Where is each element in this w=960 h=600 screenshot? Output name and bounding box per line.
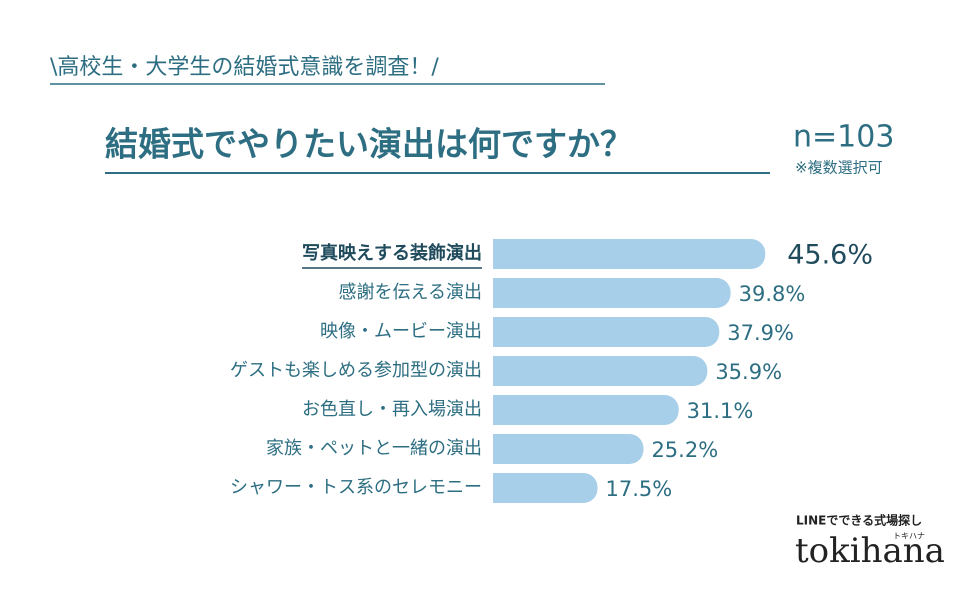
sample-size: n=103 [793,120,894,155]
bar [493,278,731,308]
value-label: 25.2% [651,438,718,462]
bar [493,356,708,386]
category-label: お色直し・再入場演出 [302,399,482,420]
value-label: 45.6% [787,240,873,271]
value-label: 39.8% [739,282,806,306]
category-label: 写真映えする装飾演出 [302,242,482,264]
category-label: 家族・ペットと一緒の演出 [266,438,482,459]
category-label: シャワー・トス系のセレモニー [230,477,482,498]
category-label: ゲストも楽しめる参加型の演出 [230,360,482,381]
brand-tagline: LINEでできる式場探し [796,513,922,528]
chart-title: 結婚式でやりたい演出は何ですか？ [105,125,633,164]
category-label: 映像・ムービー演出 [320,321,482,342]
value-label: 31.1% [687,399,754,423]
bar [493,395,679,425]
category-label: 感謝を伝える演出 [339,282,482,303]
bar [493,434,644,464]
bar [493,317,720,347]
bar [493,239,766,269]
value-label: 35.9% [715,360,782,384]
value-label: 17.5% [605,477,672,501]
value-label: 37.9% [727,321,794,345]
brand-name: tokihana [795,531,945,571]
bar [493,473,598,503]
brand-kana: トキハナ [893,532,925,541]
note: ※複数選択可 [795,159,883,177]
chart-subtitle: \高校生・大学生の結婚式意識を調査！/ [50,55,439,80]
